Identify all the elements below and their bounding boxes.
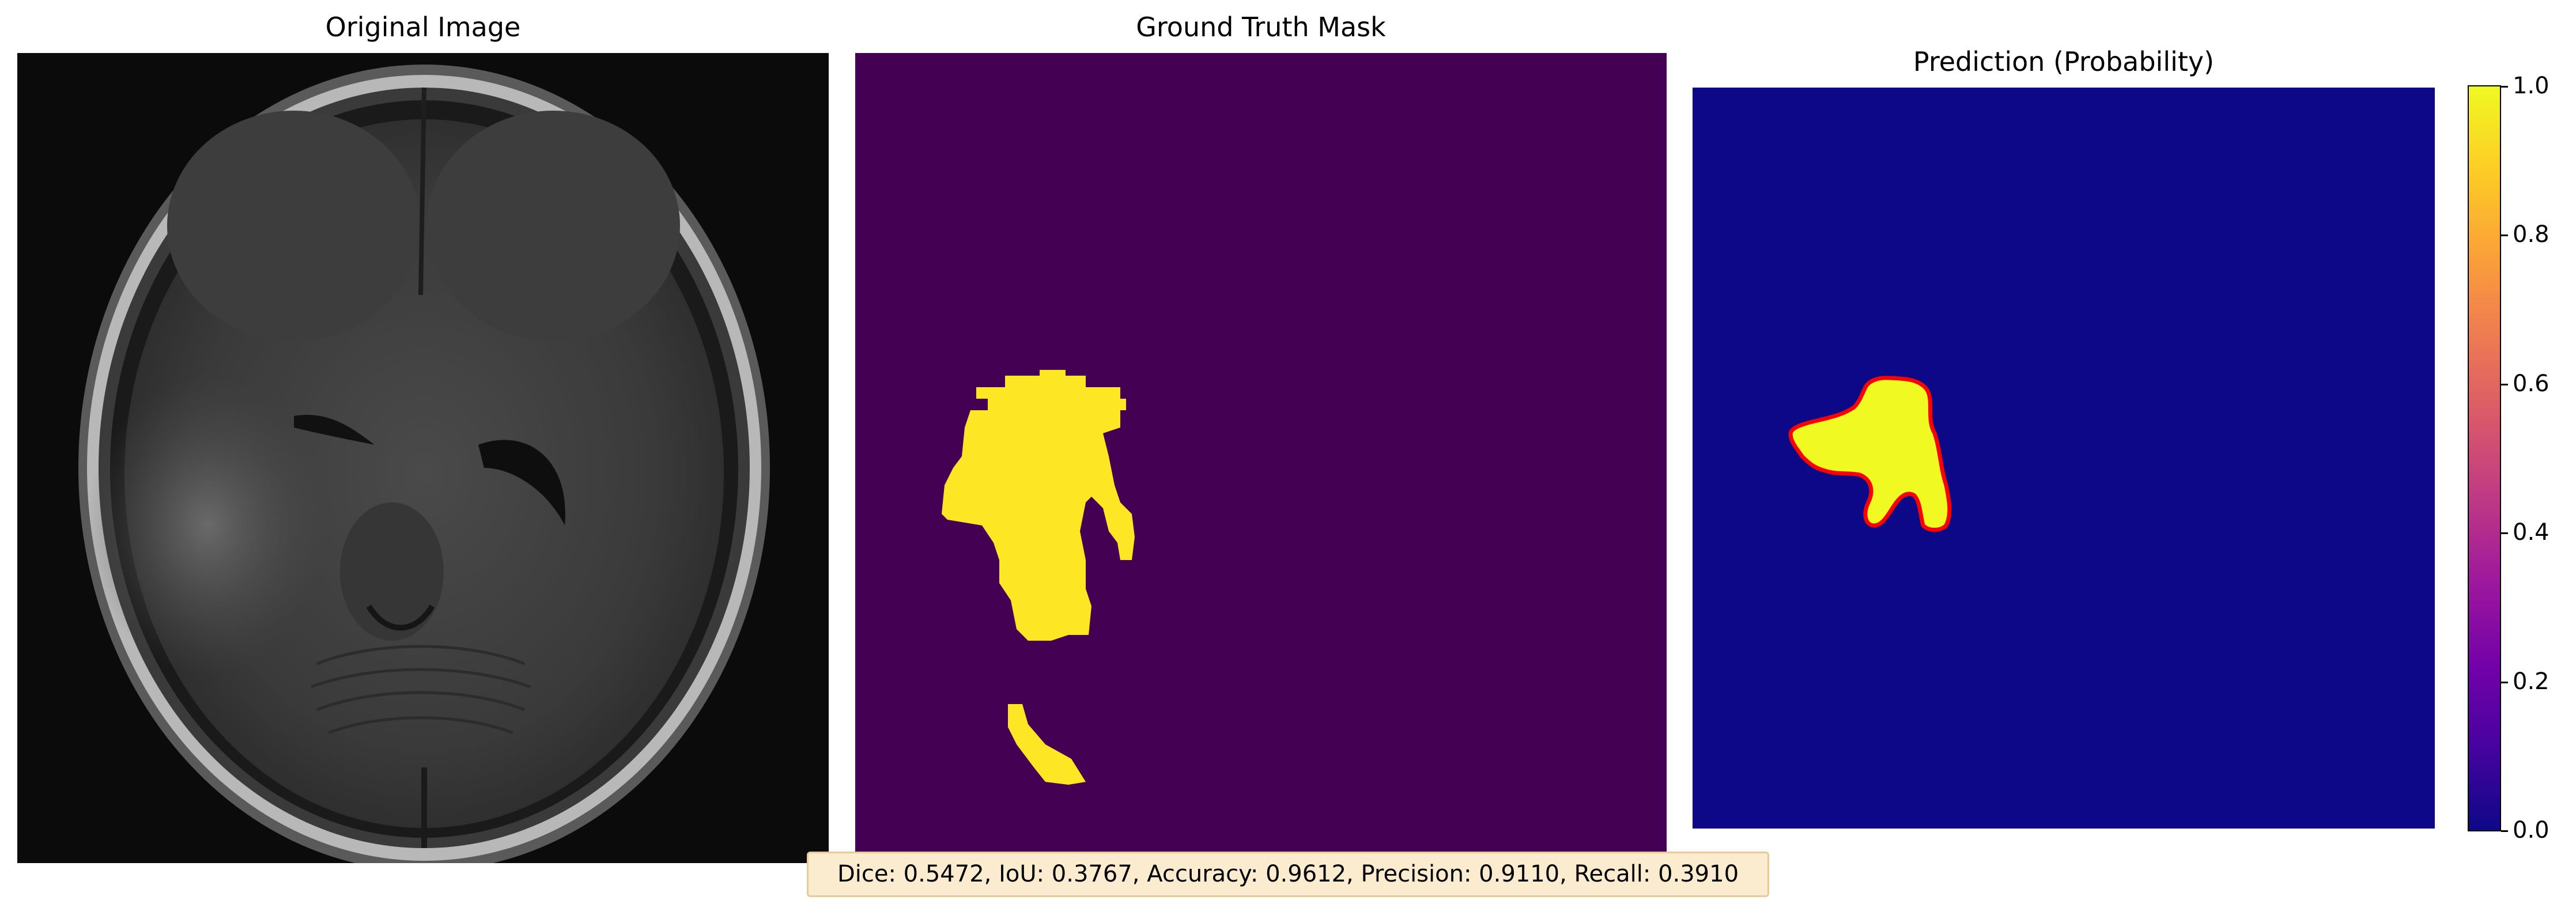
colorbar-tick-label: 0.8 (2513, 221, 2549, 248)
panel-title-original: Original Image (325, 12, 521, 43)
colorbar-tick-mark (2501, 682, 2508, 683)
ground-truth-mask (855, 53, 1667, 863)
prediction-blob (1788, 376, 1952, 532)
colorbar-tick-mark (2501, 830, 2508, 832)
mri-illustration (17, 53, 829, 863)
panel-title-prediction: Prediction (Probability) (1913, 46, 2215, 77)
colorbar-tick-label: 0.2 (2513, 668, 2549, 695)
mask-region (942, 370, 1135, 785)
metrics-annotation: Dice: 0.5472, IoU: 0.3767, Accuracy: 0.9… (807, 852, 1769, 897)
colorbar-tick-label: 0.4 (2513, 519, 2549, 546)
colorbar-tick-label: 0.0 (2513, 817, 2549, 844)
colorbar-tick-mark (2501, 234, 2508, 236)
panel-title-ground-truth: Ground Truth Mask (1136, 12, 1386, 43)
colorbar-tick-mark (2501, 532, 2508, 534)
colorbar-tick-label: 0.6 (2513, 370, 2549, 397)
colorbar (2468, 85, 2501, 831)
prediction-region (1788, 376, 1952, 532)
prediction-map (1693, 88, 2435, 829)
colorbar-tick-mark (2501, 384, 2508, 385)
colorbar-tick-mark (2501, 86, 2508, 88)
colorbar-tick-label: 1.0 (2513, 73, 2549, 99)
mask-blob-main (942, 370, 1135, 641)
mask-blob-lower (1008, 704, 1086, 785)
original-mri-image (17, 53, 829, 863)
